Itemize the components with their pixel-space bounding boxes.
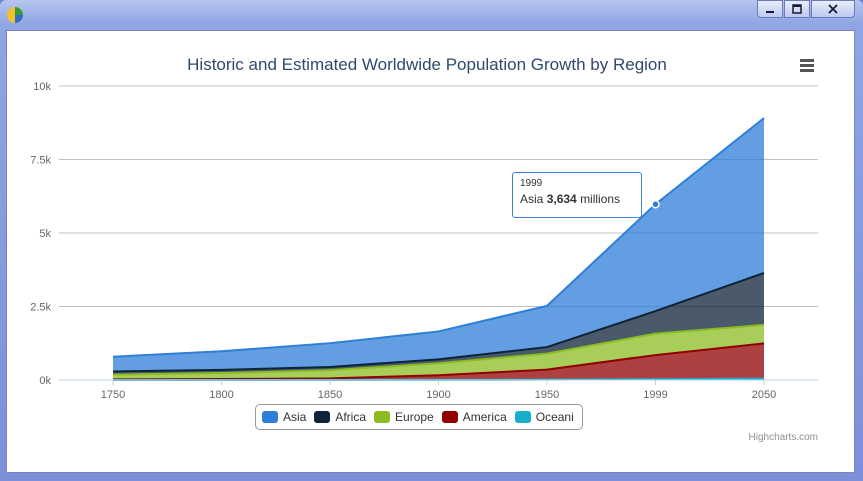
chart-title: Historic and Estimated Worldwide Populat… [187, 55, 667, 74]
hover-marker [651, 199, 660, 209]
legend-item-america[interactable]: America [441, 410, 507, 424]
x-tick-label: 1999 [643, 389, 667, 401]
chart-legend: Asia Africa Europe America Oceani [255, 404, 583, 430]
legend-label: Oceani [535, 410, 574, 424]
legend-label: Asia [283, 410, 307, 424]
y-tick-label: 2.5k [30, 302, 51, 314]
y-tick-label: 10k [33, 81, 51, 93]
menu-icon[interactable] [800, 59, 814, 73]
x-tick-label: 1800 [209, 389, 233, 401]
tooltip-line: Asia 3,634 millions [520, 192, 634, 206]
y-tick-label: 5k [39, 228, 51, 240]
credits-link[interactable]: Highcharts.com [748, 432, 818, 443]
series-line-africa [112, 272, 765, 373]
legend-label: Europe [395, 410, 434, 424]
x-tick-label: 1750 [101, 389, 125, 401]
series-area-africa [113, 272, 764, 375]
y-tick-label: 0k [39, 375, 51, 387]
legend-swatch [262, 411, 278, 423]
tooltip-x-value: 1999 [520, 178, 543, 189]
series-area-asia [113, 118, 764, 372]
chart-container: 0k 2.5k 5k 7.5k 10k 1750 1800 1850 1900 1950 1999 2… [6, 30, 855, 473]
x-tick-label: 1900 [426, 389, 450, 401]
legend-swatch [441, 411, 458, 423]
tooltip-value: 3,634 [546, 192, 577, 206]
x-tick-label: 2050 [752, 389, 776, 401]
maximize-icon [792, 4, 802, 14]
series-line-europe [112, 323, 765, 376]
pie-chart-icon [7, 7, 23, 23]
y-tick-label: 7.5k [30, 155, 51, 167]
minimize-icon [766, 11, 774, 13]
legend-item-asia[interactable]: Asia [262, 410, 306, 424]
legend-swatch [374, 411, 391, 423]
legend-label: America [462, 410, 507, 424]
x-tick-label: 1950 [535, 389, 559, 401]
chart-tooltip: 1999 Asia 3,634 millions [512, 172, 642, 218]
tooltip-unit: millions [580, 192, 621, 206]
close-button[interactable] [811, 0, 855, 18]
legend-item-oceani[interactable]: Oceani [514, 410, 574, 424]
legend-label: Africa [335, 410, 367, 424]
minimize-button[interactable] [757, 0, 783, 18]
close-icon [828, 4, 838, 14]
title-bar[interactable] [0, 0, 863, 28]
legend-swatch [314, 411, 331, 423]
x-tick-label: 1850 [318, 389, 342, 401]
chart-plot-area: 0k 2.5k 5k 7.5k 10k 1750 1800 1850 1900 1950 1999 2… [30, 81, 818, 401]
series-area-america [113, 343, 764, 380]
tooltip-series-name: Asia [520, 192, 544, 206]
maximize-button[interactable] [784, 0, 810, 18]
legend-item-europe[interactable]: Europe [374, 410, 434, 424]
legend-swatch [514, 411, 531, 423]
legend-item-africa[interactable]: Africa [314, 410, 366, 424]
